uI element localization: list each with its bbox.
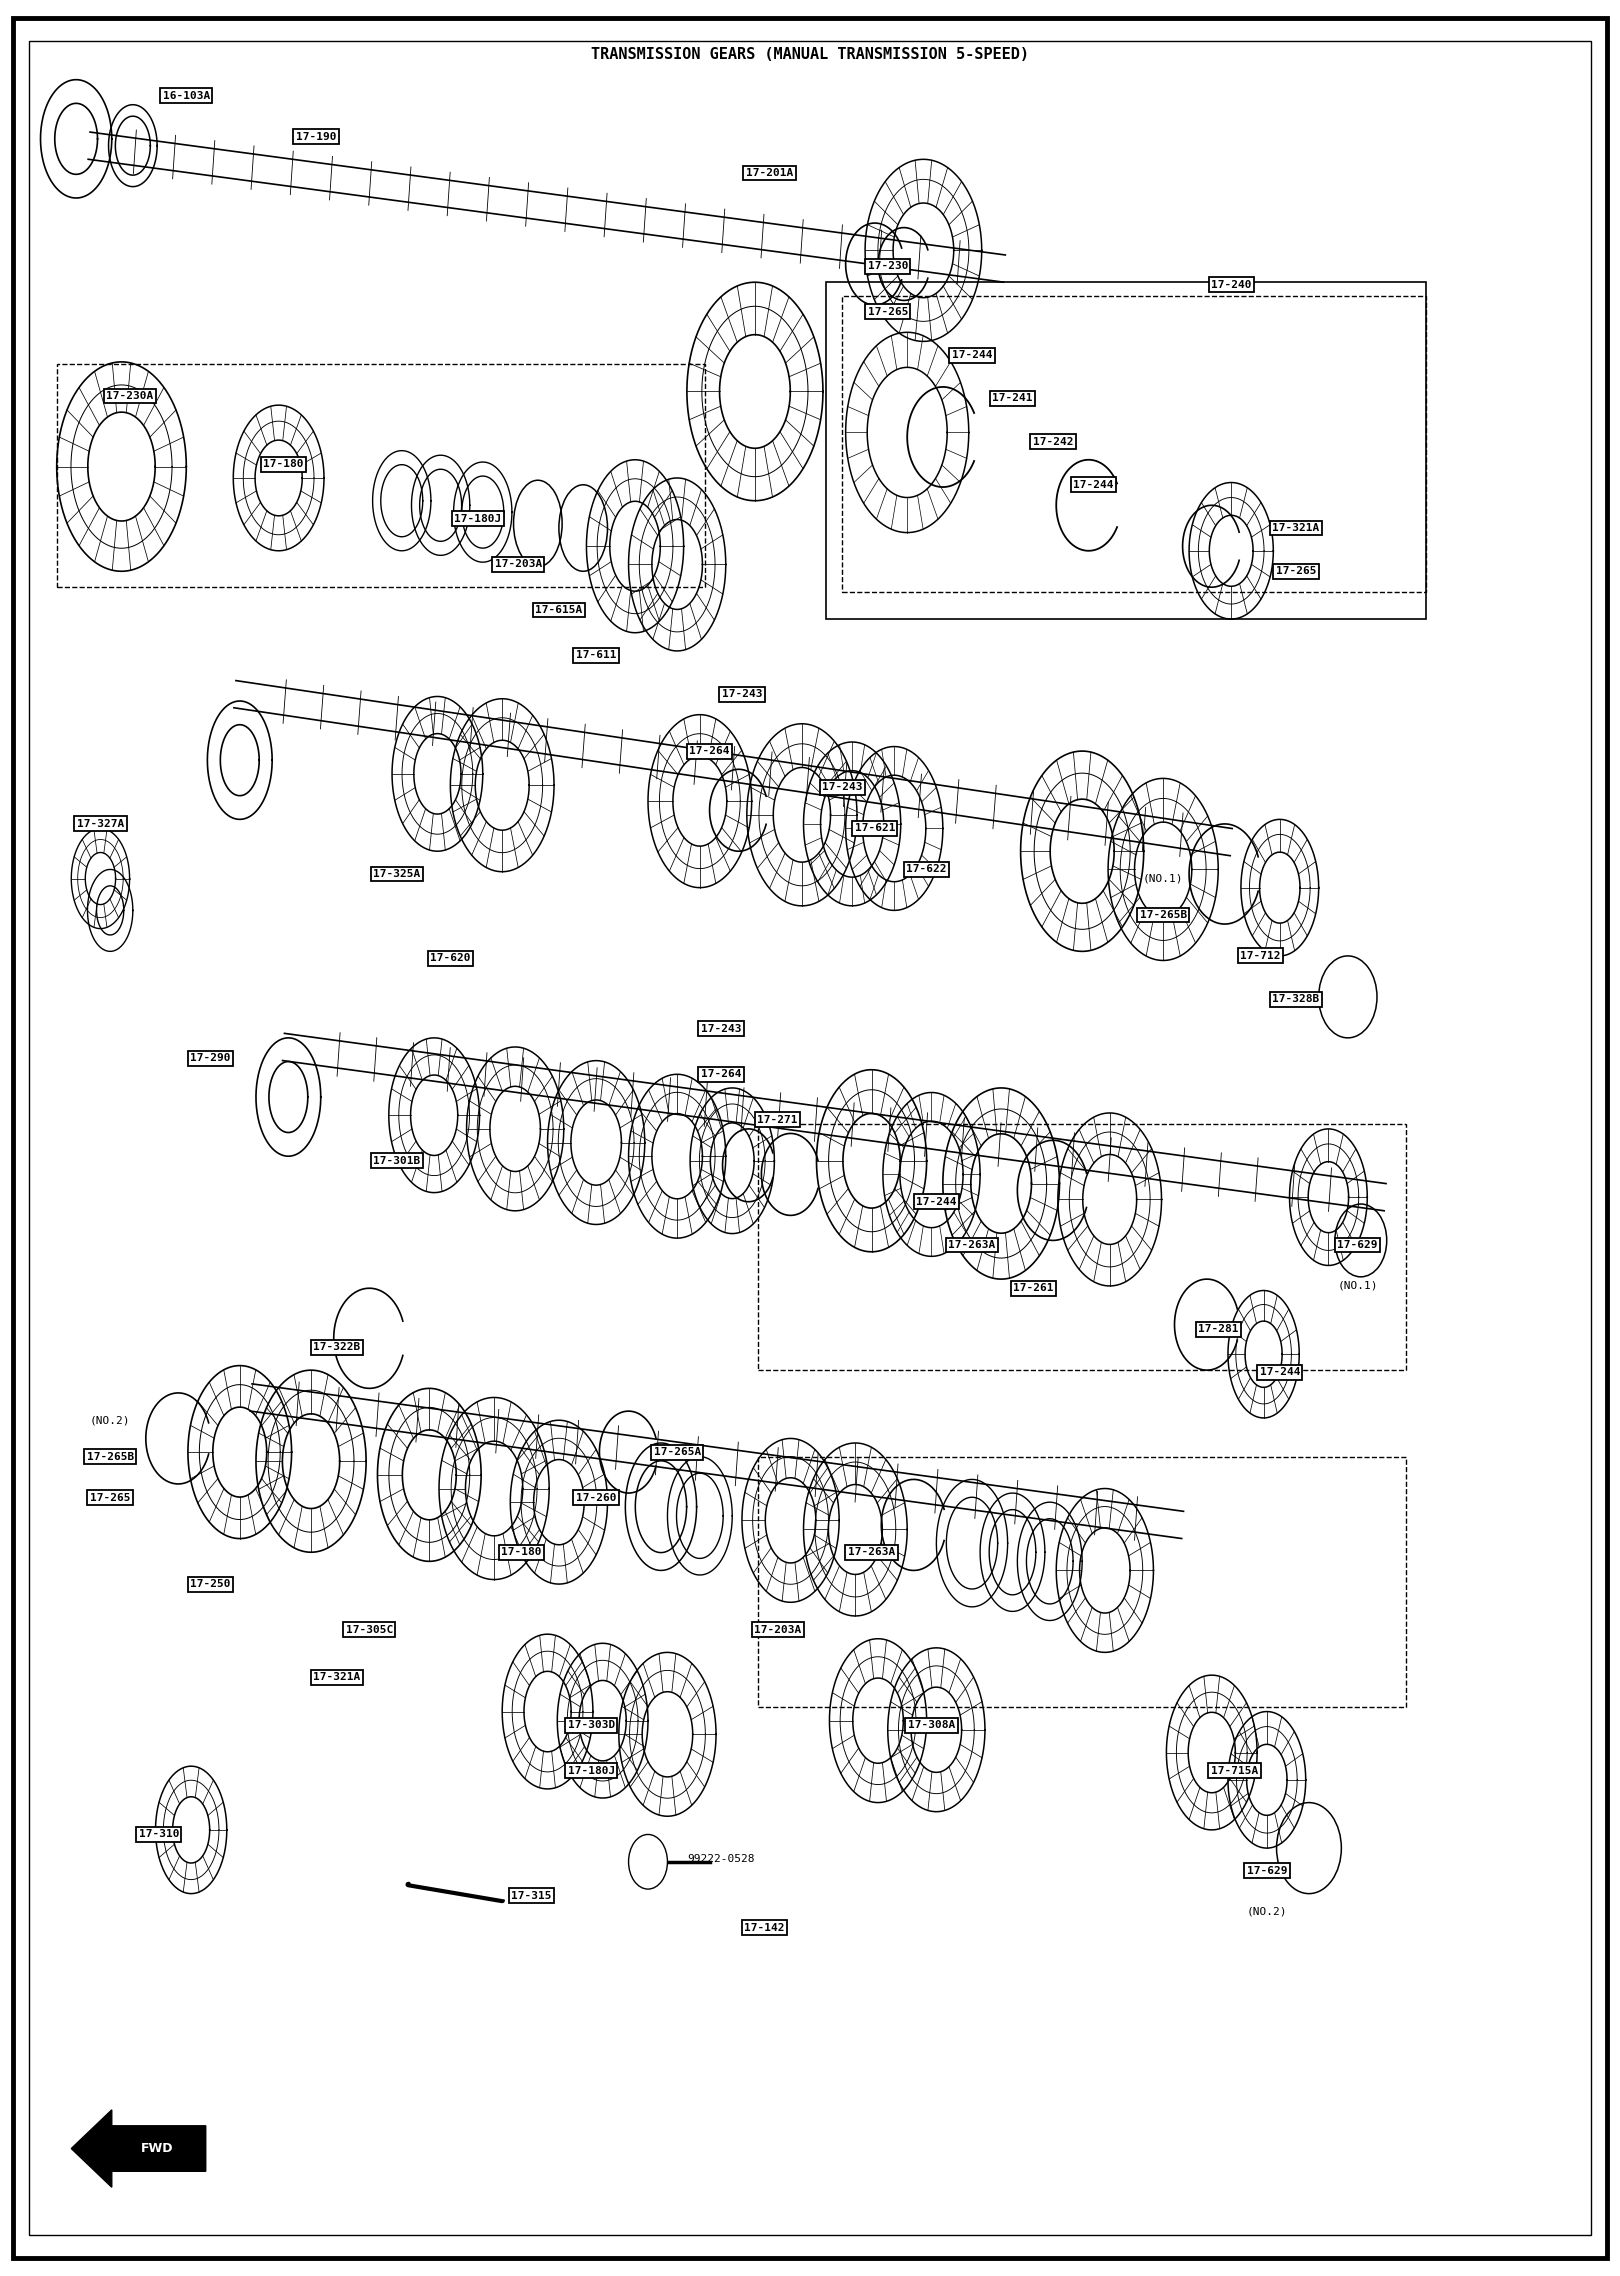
Text: 17-310: 17-310 <box>139 1830 180 1839</box>
Text: 17-180: 17-180 <box>262 460 305 469</box>
Text: 17-615A: 17-615A <box>535 605 583 615</box>
Text: 17-230: 17-230 <box>868 262 907 271</box>
Text: 17-621: 17-621 <box>855 824 894 833</box>
Text: (NO.2): (NO.2) <box>1247 1907 1288 1916</box>
Text: 17-243: 17-243 <box>700 1024 740 1033</box>
Text: 17-260: 17-260 <box>577 1493 616 1502</box>
Text: 17-244: 17-244 <box>1260 1368 1299 1377</box>
Bar <box>758 1124 1406 1370</box>
Text: (NO.1): (NO.1) <box>1336 1281 1377 1290</box>
Text: 17-629: 17-629 <box>1247 1866 1288 1875</box>
Text: FWD: FWD <box>141 2142 173 2155</box>
Text: 17-230A: 17-230A <box>105 391 154 401</box>
Text: 17-265: 17-265 <box>91 1493 131 1502</box>
Text: 17-264: 17-264 <box>688 747 729 756</box>
Text: 17-243: 17-243 <box>821 783 862 792</box>
Text: 17-203A: 17-203A <box>753 1625 802 1634</box>
Text: 17-611: 17-611 <box>577 651 616 660</box>
Text: 17-305C: 17-305C <box>345 1625 394 1634</box>
Bar <box>758 1457 1406 1707</box>
Text: 17-308A: 17-308A <box>907 1721 956 1730</box>
Text: 17-290: 17-290 <box>191 1054 230 1063</box>
Text: 17-620: 17-620 <box>431 954 470 963</box>
Bar <box>826 282 1426 619</box>
Text: 17-263A: 17-263A <box>948 1240 996 1250</box>
Text: 17-712: 17-712 <box>1241 951 1281 960</box>
Text: 17-242: 17-242 <box>1034 437 1072 446</box>
Text: 17-265A: 17-265A <box>653 1448 701 1457</box>
FancyArrow shape <box>71 2110 206 2187</box>
Text: 17-325A: 17-325A <box>373 869 421 879</box>
Text: 17-263A: 17-263A <box>847 1548 896 1557</box>
Text: 17-240: 17-240 <box>1212 280 1251 289</box>
Text: 17-321A: 17-321A <box>313 1673 361 1682</box>
Text: 17-271: 17-271 <box>758 1115 797 1124</box>
Text: 17-327A: 17-327A <box>76 819 125 828</box>
Text: 17-322B: 17-322B <box>313 1343 361 1352</box>
Text: 17-244: 17-244 <box>915 1197 956 1206</box>
Text: 17-265: 17-265 <box>1277 567 1315 576</box>
Text: (NO.1): (NO.1) <box>1142 874 1183 883</box>
Text: 17-243: 17-243 <box>723 690 763 699</box>
Text: 17-142: 17-142 <box>744 1923 784 1932</box>
Text: 17-201A: 17-201A <box>745 168 794 178</box>
Text: 16-103A: 16-103A <box>162 91 211 100</box>
Text: 17-244: 17-244 <box>1072 480 1115 489</box>
Text: 17-315: 17-315 <box>512 1891 551 1900</box>
Text: 17-281: 17-281 <box>1197 1325 1238 1334</box>
Text: 17-622: 17-622 <box>906 865 946 874</box>
Text: 17-250: 17-250 <box>191 1580 230 1589</box>
Text: 17-244: 17-244 <box>953 351 991 360</box>
Text: 17-180: 17-180 <box>502 1548 541 1557</box>
Bar <box>842 296 1426 592</box>
Text: 17-180J: 17-180J <box>454 514 502 523</box>
Text: 99222-0528: 99222-0528 <box>687 1855 755 1864</box>
Bar <box>57 364 705 587</box>
Text: 17-261: 17-261 <box>1014 1284 1053 1293</box>
Text: 17-629: 17-629 <box>1336 1240 1377 1250</box>
Text: 17-328B: 17-328B <box>1272 995 1320 1004</box>
Text: 17-265B: 17-265B <box>1139 910 1187 920</box>
Text: 17-303D: 17-303D <box>567 1721 616 1730</box>
Text: 17-203A: 17-203A <box>494 560 543 569</box>
Text: 17-715A: 17-715A <box>1210 1766 1259 1775</box>
Text: 17-180J: 17-180J <box>567 1766 616 1775</box>
Text: 17-264: 17-264 <box>700 1070 740 1079</box>
Text: 17-321A: 17-321A <box>1272 523 1320 533</box>
Text: 17-190: 17-190 <box>296 132 337 141</box>
Text: 17-241: 17-241 <box>991 394 1034 403</box>
Text: 17-265: 17-265 <box>868 307 907 316</box>
Text: TRANSMISSION GEARS (MANUAL TRANSMISSION 5-SPEED): TRANSMISSION GEARS (MANUAL TRANSMISSION … <box>591 48 1029 61</box>
Text: 17-265B: 17-265B <box>86 1452 134 1461</box>
Text: 17-301B: 17-301B <box>373 1156 421 1165</box>
Text: (NO.2): (NO.2) <box>91 1416 131 1425</box>
